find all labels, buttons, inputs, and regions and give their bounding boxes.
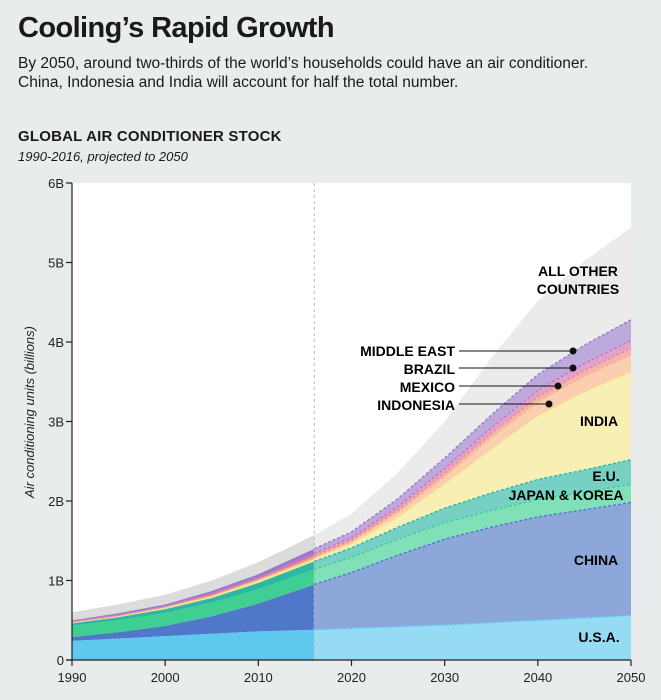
area-japan-korea-historical <box>72 569 315 637</box>
area-india-projected <box>314 372 631 562</box>
area-brazil-projected <box>314 340 631 556</box>
area-all-other-countries-historical <box>72 535 315 621</box>
page-title: Cooling’s Rapid Growth <box>18 12 335 44</box>
y-tick-label: 6B <box>48 176 64 191</box>
y-tick-label: 3B <box>48 415 64 430</box>
label-all-other-2: COUNTRIES <box>537 281 619 297</box>
axes: 0 1B 2B 3B 4B 5B 6B 1990 2000 2010 2020 2030 2040 205… <box>48 176 645 685</box>
x-tick-label: 2050 <box>617 670 646 685</box>
label-usa: U.S.A. <box>578 629 619 645</box>
y-tick-label: 2B <box>48 494 64 509</box>
line-e-u-projected <box>313 458 632 563</box>
callout-lines <box>459 347 577 408</box>
label-all-other-1: ALL OTHER <box>538 263 618 279</box>
area-u-s-a-projected <box>314 615 631 660</box>
callout-dot-middle-east <box>569 347 577 355</box>
line-u-s-a-projected <box>314 614 632 631</box>
label-india: INDIA <box>580 413 618 429</box>
label-mexico: MEXICO <box>400 379 455 395</box>
area-china-historical <box>72 584 315 641</box>
line-china-projected <box>314 501 632 586</box>
x-tick-label: 2020 <box>337 670 366 685</box>
line-brazil-projected <box>313 339 632 555</box>
page-subtitle: By 2050, around two-thirds of the world’… <box>18 55 589 91</box>
x-tick-label: 2010 <box>244 670 273 685</box>
label-eu: E.U. <box>592 468 619 484</box>
y-tick-label: 4B <box>48 335 64 350</box>
area-middle-east-projected <box>314 319 631 554</box>
line-mexico-projected <box>313 347 632 557</box>
x-tick-label: 1990 <box>58 670 87 685</box>
x-tick-label: 2040 <box>523 670 552 685</box>
label-indonesia: INDONESIA <box>377 397 455 413</box>
projected-boundary-lines <box>313 319 632 631</box>
callout-dot-brazil <box>569 364 577 372</box>
callout-dot-mexico <box>554 382 562 390</box>
chart-title: GLOBAL AIR CONDITIONER STOCK <box>18 128 282 145</box>
y-tick-label: 0 <box>57 653 64 668</box>
x-tick-label: 2030 <box>430 670 459 685</box>
area-u-s-a-historical <box>72 629 315 660</box>
callout-dot-indonesia <box>545 400 553 408</box>
label-middle-east: MIDDLE EAST <box>360 343 455 359</box>
area-japan-korea-projected <box>314 484 631 585</box>
line-japan-korea-projected <box>314 483 632 571</box>
y-axis-label: Air conditioning units (billions) <box>22 326 37 499</box>
y-tick-label: 5B <box>48 256 64 271</box>
area-e-u-projected <box>314 459 631 570</box>
y-tick-label: 1B <box>48 574 64 589</box>
line-india-projected <box>313 371 632 560</box>
line-middle-east-projected <box>313 319 632 550</box>
label-brazil: BRAZIL <box>404 361 456 377</box>
historical-areas <box>72 535 315 660</box>
chart-subtitle: 1990-2016, projected to 2050 <box>18 149 188 164</box>
label-japan-korea: JAPAN & KOREA <box>509 487 624 503</box>
label-china: CHINA <box>574 552 618 568</box>
area-all-other-countries-projected <box>314 227 631 549</box>
area-china-projected <box>314 502 631 630</box>
x-tick-label: 2000 <box>151 670 180 685</box>
